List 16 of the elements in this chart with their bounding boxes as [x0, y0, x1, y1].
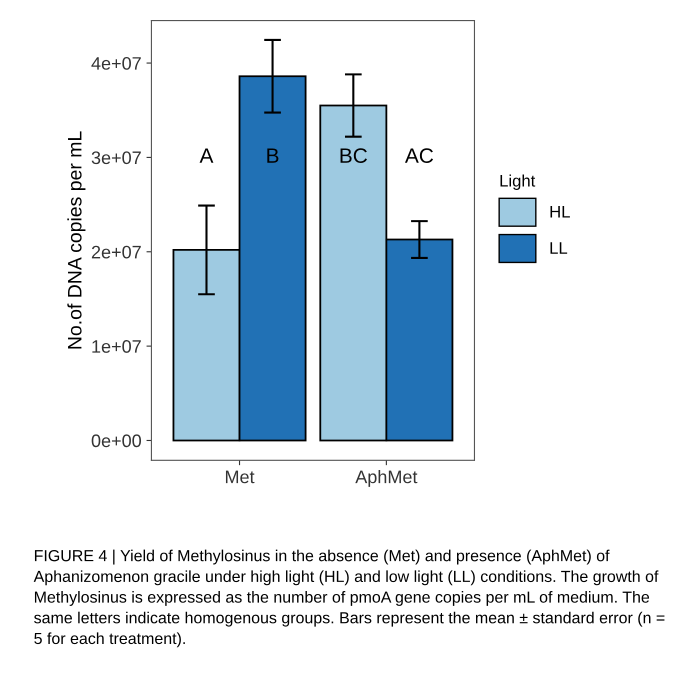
- x-tick-label: Met: [226, 470, 254, 484]
- caption: FIGURE 4 | Yield of Methylosinus in the absence (Met) and presence (AphMet) of Aphanizomenon gracile under high light (HL) and low light (LL) conditions. The growth of Methylosinus is expressed as the number of pmoA gene copies per mL of medium. The same letters indicate homogenous groups. Bars represent the mean ± standard error (n = 5 for each treatment).: [34, 550, 664, 648]
- legend-title: Light: [500, 174, 536, 190]
- x-tick-label: AphMet: [355, 470, 418, 487]
- y-tick-label: 1e+07: [92, 340, 141, 353]
- annotation: B: [267, 148, 278, 163]
- annotation: A: [200, 148, 214, 163]
- legend-label: LL: [550, 242, 568, 254]
- annotation: AC: [404, 148, 434, 164]
- y-tick-label: 0e+00: [92, 434, 141, 448]
- y-tick-label: 4e+07: [91, 57, 141, 70]
- legend-label: HL: [550, 206, 570, 218]
- y-tick-label: 2e+07: [92, 246, 141, 258]
- annotation: BC: [340, 148, 367, 164]
- y-axis-title: No.of DNA copies per mL: [67, 131, 86, 349]
- y-tick-label: 3e+07: [92, 151, 141, 164]
